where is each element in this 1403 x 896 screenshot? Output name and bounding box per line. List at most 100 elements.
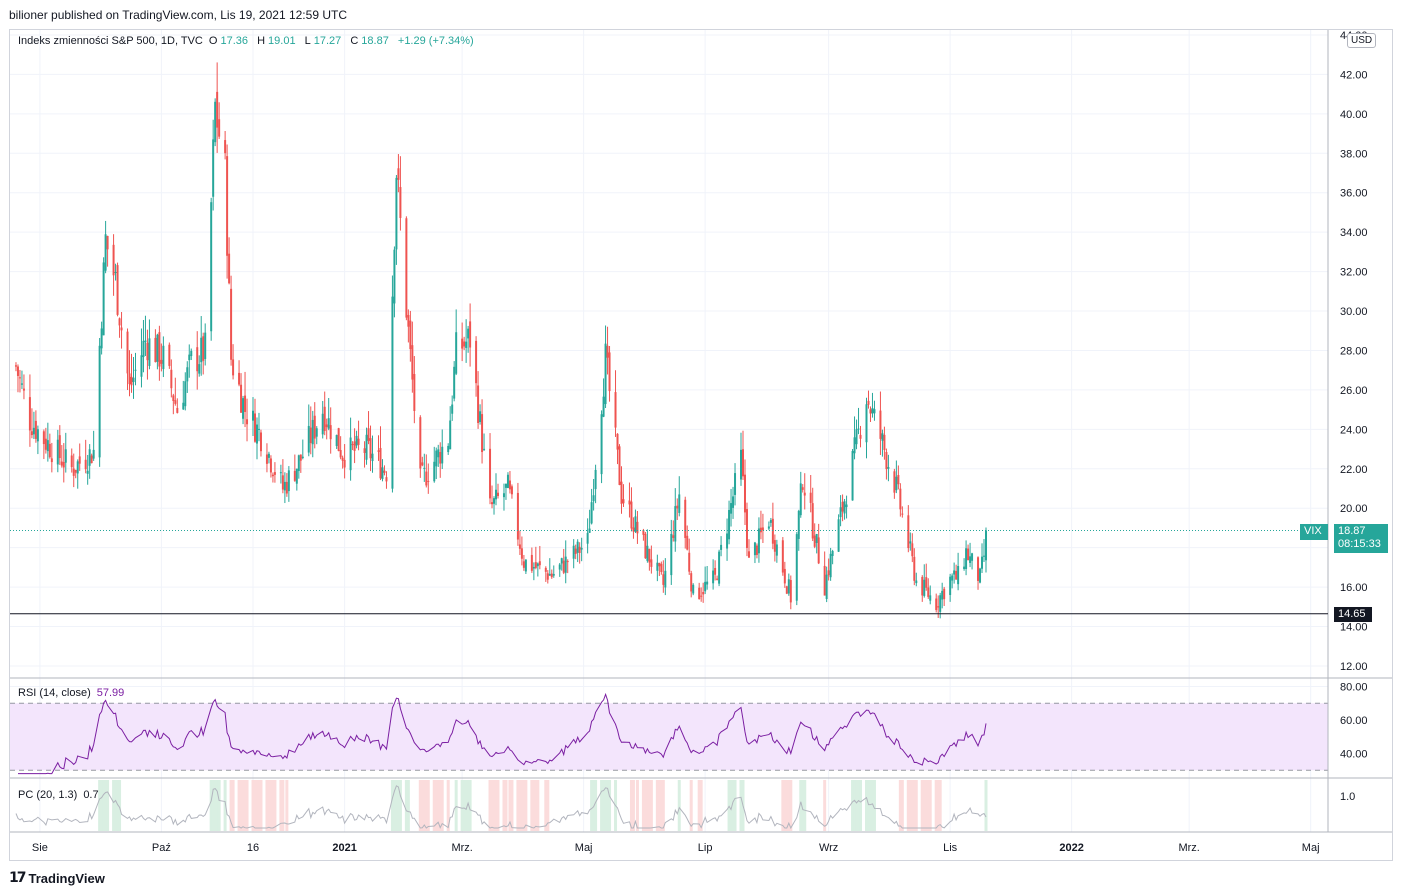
- pc-highlight: [271, 780, 275, 831]
- candle-body: [425, 471, 428, 486]
- pc-highlight: [106, 780, 110, 831]
- candle-body: [297, 455, 300, 472]
- candle-body: [867, 400, 870, 405]
- candle-body: [399, 187, 402, 218]
- candle-body: [755, 545, 758, 555]
- candle-body: [913, 556, 916, 581]
- candle-body: [644, 533, 647, 559]
- candle-body: [405, 218, 408, 318]
- candle-body: [747, 551, 750, 558]
- candle-body: [678, 494, 681, 513]
- pc-highlight: [864, 780, 868, 831]
- y-tick-label: 28.00: [1340, 345, 1368, 357]
- pc-highlight: [102, 780, 106, 831]
- candle-body: [578, 546, 581, 553]
- candle-body: [899, 488, 902, 510]
- candle-body: [883, 434, 886, 450]
- candle-body: [745, 509, 748, 548]
- candle-body: [411, 345, 414, 380]
- candle-body: [407, 314, 410, 327]
- candle-body: [126, 331, 129, 374]
- candle-body: [853, 437, 856, 454]
- candle-body: [14, 365, 17, 367]
- candle-body: [154, 337, 157, 363]
- y-tick-label: 32.00: [1340, 267, 1368, 279]
- candle-body: [865, 404, 868, 443]
- candle-body: [34, 420, 37, 439]
- rsi-label: RSI (14, close): [18, 687, 91, 699]
- pc-highlight: [870, 780, 874, 831]
- candle-body: [506, 474, 509, 488]
- pc-highlight: [522, 780, 526, 831]
- candle-body: [510, 486, 513, 495]
- pc-highlight: [785, 780, 789, 831]
- candle-body: [967, 548, 970, 561]
- y-tick-label: 30.00: [1340, 306, 1368, 318]
- candle-body: [534, 562, 537, 568]
- pc-highlight: [426, 780, 430, 831]
- candle-body: [230, 288, 233, 360]
- candle-body: [453, 366, 456, 399]
- pc-highlight: [490, 780, 494, 831]
- candle-body: [552, 573, 555, 576]
- candle-body: [253, 413, 256, 442]
- pc-highlight: [494, 780, 498, 831]
- pc-highlight: [608, 780, 612, 831]
- candle-body: [463, 341, 466, 347]
- candle-body: [630, 501, 633, 529]
- pc-highlight: [900, 780, 904, 831]
- candle-body: [620, 481, 623, 504]
- candle-body: [435, 450, 438, 467]
- footer-brand[interactable]: 17 TradingView: [9, 870, 105, 886]
- candle-body: [50, 458, 53, 463]
- candle-body: [281, 475, 284, 490]
- pc-highlight: [857, 780, 861, 831]
- publisher-line: bilioner published on TradingView.com, L…: [9, 8, 347, 22]
- main-legend: Indeks zmienności S&P 500, 1D, TVC O 17.3…: [18, 35, 477, 47]
- candle-body: [130, 376, 133, 386]
- pc-highlight: [781, 780, 785, 831]
- pc-highlight: [635, 780, 639, 831]
- candle-body: [714, 567, 717, 575]
- candle-body: [734, 473, 737, 495]
- candle-body: [773, 540, 776, 552]
- pc-value: 0.7: [83, 789, 99, 801]
- candle-body: [371, 453, 374, 462]
- pc-highlight: [898, 780, 902, 831]
- candle-body: [628, 500, 631, 505]
- pc-highlight: [98, 780, 102, 831]
- pc-highlight: [259, 780, 263, 831]
- pc-highlight: [468, 780, 472, 831]
- candle-body: [969, 556, 972, 563]
- candles: [14, 62, 987, 619]
- candle-body: [379, 447, 382, 479]
- candle-body: [329, 425, 332, 440]
- pc-highlight: [422, 780, 426, 831]
- candle-body: [646, 545, 649, 561]
- candle-body: [803, 492, 806, 496]
- pc-highlight: [436, 780, 440, 831]
- currency-label[interactable]: USD: [1347, 33, 1377, 48]
- pc-highlight: [251, 780, 255, 831]
- candle-body: [658, 563, 661, 567]
- candle-body: [190, 350, 193, 357]
- candle-body: [730, 503, 733, 514]
- candle-body: [200, 337, 203, 363]
- candle-body: [825, 574, 828, 600]
- candle-body: [873, 409, 876, 414]
- candle-body: [965, 548, 968, 569]
- pc-highlight: [418, 780, 422, 831]
- candle-body: [160, 359, 163, 364]
- candle-body: [381, 467, 384, 480]
- pc-highlight: [984, 780, 988, 831]
- candle-body: [423, 467, 426, 469]
- candle-body: [481, 414, 484, 453]
- candle-body: [550, 573, 553, 578]
- candle-body: [112, 244, 115, 276]
- pc-highlight: [643, 780, 647, 831]
- pc-highlight: [464, 780, 468, 831]
- candle-body: [102, 262, 105, 336]
- candle-body: [785, 586, 788, 594]
- candle-body: [897, 474, 900, 485]
